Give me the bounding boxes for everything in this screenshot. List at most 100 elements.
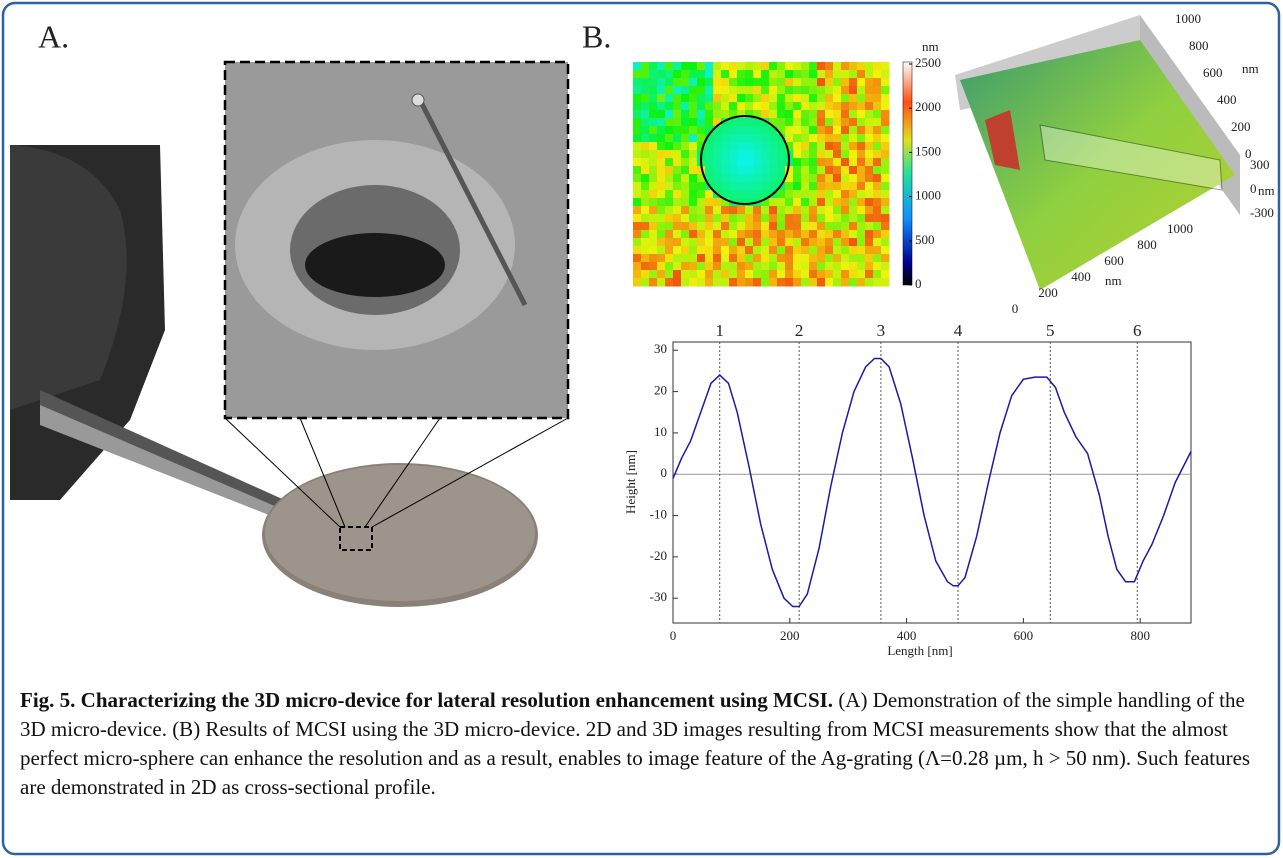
heatmap-cell [737, 190, 746, 199]
heatmap-cell [825, 134, 834, 143]
heatmap-cell [689, 182, 698, 191]
heatmap-cell [649, 254, 658, 263]
heatmap-cell [665, 118, 674, 127]
heatmap-cell [793, 94, 802, 103]
heatmap-cell [849, 62, 858, 71]
heatmap-cell [697, 190, 706, 199]
heatmap-cell [809, 94, 818, 103]
heatmap-cell [657, 238, 666, 247]
heatmap-cell [633, 62, 642, 71]
heatmap-cell [857, 278, 866, 287]
heatmap-cell [657, 118, 666, 127]
axis-tick-label: 800 [1189, 38, 1209, 53]
heatmap-cell [777, 198, 786, 207]
heatmap-cell [857, 190, 866, 199]
heatmap-cell [761, 262, 770, 271]
heatmap-cell [633, 198, 642, 207]
heatmap-cell [737, 86, 746, 95]
heatmap-cell [857, 150, 866, 159]
heatmap-cell [737, 254, 746, 263]
heatmap-cell [793, 214, 802, 223]
heatmap-cell [633, 230, 642, 239]
heatmap-cell [825, 102, 834, 111]
heatmap-cell [665, 102, 674, 111]
heatmap-cell [753, 94, 762, 103]
heatmap-cell [681, 142, 690, 151]
marker-label: 1 [715, 321, 724, 340]
heatmap-cell [801, 262, 810, 271]
heatmap-cell [817, 190, 826, 199]
heatmap-cell [745, 246, 754, 255]
heatmap-cell [809, 70, 818, 79]
heatmap-cell [769, 262, 778, 271]
heatmap-cell [857, 214, 866, 223]
heatmap-cell [825, 62, 834, 71]
heatmap-cell [785, 182, 794, 191]
heatmap-cell [777, 270, 786, 279]
heatmap-cell [697, 174, 706, 183]
heatmap-cell [881, 70, 890, 79]
heatmap-cell [737, 166, 746, 175]
marker-label: 6 [1133, 321, 1142, 340]
heatmap-cell [697, 78, 706, 87]
heatmap-cell [697, 262, 706, 271]
heatmap-cell [745, 230, 754, 239]
heatmap-cell [841, 238, 850, 247]
heatmap-cell [681, 230, 690, 239]
heatmap-cell [737, 238, 746, 247]
heatmap-cell [769, 174, 778, 183]
heatmap-cell [809, 126, 818, 135]
y-tick-label: 10 [654, 424, 667, 439]
heatmap-cell [641, 134, 650, 143]
heatmap-cell [849, 118, 858, 127]
heatmap-cell [713, 118, 722, 127]
heatmap-cell [857, 230, 866, 239]
heatmap-cell [817, 270, 826, 279]
heatmap-cell [745, 198, 754, 207]
heatmap-cell [689, 278, 698, 287]
heatmap-cell [721, 118, 730, 127]
heatmap-cell [745, 158, 754, 167]
heatmap-cell [857, 134, 866, 143]
heatmap-cell [729, 278, 738, 287]
heatmap-cell [753, 238, 762, 247]
heatmap-cell [705, 238, 714, 247]
heatmap-cell [737, 262, 746, 271]
heatmap-cell [713, 102, 722, 111]
heatmap-cell [681, 94, 690, 103]
heatmap-cell [673, 214, 682, 223]
heatmap-cell [649, 126, 658, 135]
heatmap-cell [777, 62, 786, 71]
heatmap-cell [777, 126, 786, 135]
heatmap-cell [657, 262, 666, 271]
heatmap-cell [865, 278, 874, 287]
heatmap-cell [841, 134, 850, 143]
axis-tick-label: 600 [1104, 253, 1124, 268]
heatmap-cell [657, 62, 666, 71]
colorbar-tick-label: 2500 [915, 55, 941, 70]
heatmap-cell [657, 270, 666, 279]
heatmap-cell [865, 174, 874, 183]
heatmap-cell [689, 238, 698, 247]
heatmap-cell [697, 206, 706, 215]
heatmap-cell [817, 102, 826, 111]
heatmap-cell [833, 150, 842, 159]
heatmap-cell [793, 134, 802, 143]
surface-3d [955, 15, 1240, 290]
heatmap-cell [873, 198, 882, 207]
heatmap-cell [729, 62, 738, 71]
heatmap-cell [753, 110, 762, 119]
heatmap-cell [881, 118, 890, 127]
heatmap-cell [705, 94, 714, 103]
heatmap-cell [673, 150, 682, 159]
heatmap-cell [865, 166, 874, 175]
heatmap-cell [777, 158, 786, 167]
axis-tick-label: 1000 [1175, 11, 1201, 26]
heatmap-cell [849, 230, 858, 239]
heatmap-cell [737, 78, 746, 87]
heatmap-cell [689, 150, 698, 159]
heatmap-cell [697, 214, 706, 223]
heatmap-cell [761, 102, 770, 111]
line-chart: Length [nm] Height [nm] -30-20-100102030… [623, 321, 1192, 658]
heatmap-cell [833, 94, 842, 103]
